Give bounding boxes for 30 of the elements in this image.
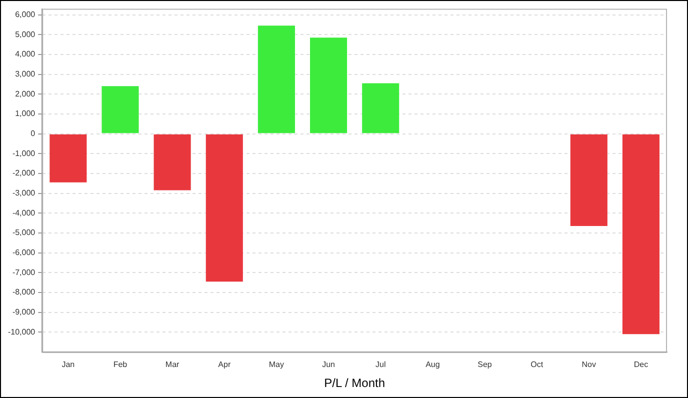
y-tick-label: -6,000 [12,248,36,258]
y-tick-label: -5,000 [12,228,36,238]
x-tick-label: Mar [165,360,180,370]
x-tick-label: Jul [375,360,386,370]
y-tick-label: -4,000 [12,208,36,218]
x-tick-label: Sep [478,360,492,370]
y-tick-label: -2,000 [12,168,36,178]
y-tick-label: 0 [30,128,36,138]
y-tick-label: -7,000 [12,268,36,277]
x-tick-label: Feb [113,360,128,370]
x-tick-label: May [268,360,284,370]
y-tick-label: 2,000 [15,89,36,98]
y-tick-label: 6,000 [15,10,36,19]
y-tick-label: -10,000 [8,327,36,336]
x-tick-label: Jun [322,360,335,370]
x-tick-label: Aug [426,360,440,370]
y-tick-label: -3,000 [12,188,36,198]
x-tick-label: Apr [218,360,231,370]
x-tick-label: Nov [582,360,596,370]
y-tick-label: 5,000 [15,30,36,39]
y-tick-label: 3,000 [15,69,36,78]
x-axis-title: P/L / Month [324,376,386,390]
x-tick-label: Dec [634,360,648,370]
y-tick-label: -9,000 [12,308,36,317]
y-tick-label: 4,000 [15,50,36,59]
x-tick-label: Oct [530,360,544,370]
x-tick-label: Jan [62,360,75,370]
y-tick-label: -1,000 [12,148,36,158]
y-tick-label: 1,000 [15,109,36,118]
y-tick-label: -8,000 [12,288,36,297]
